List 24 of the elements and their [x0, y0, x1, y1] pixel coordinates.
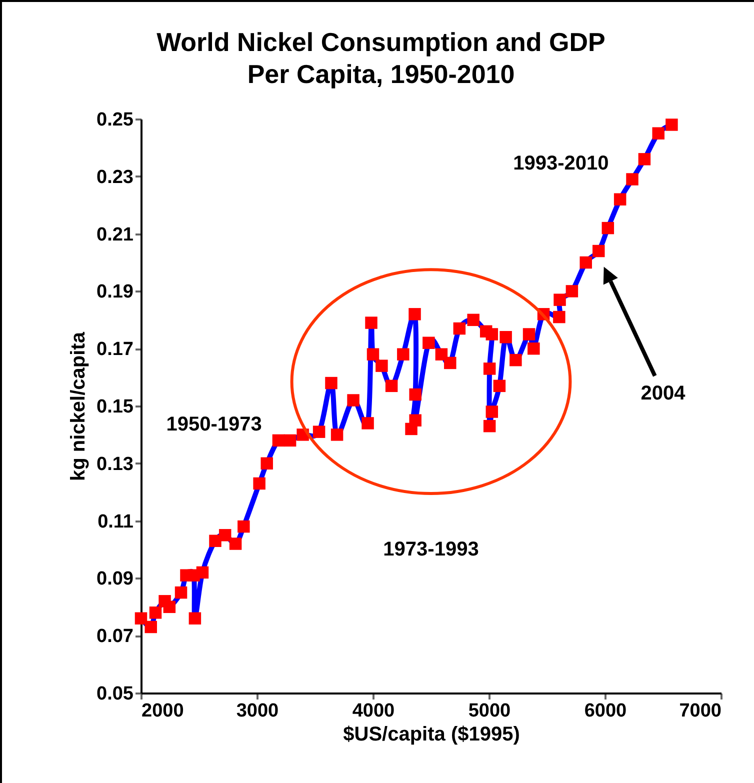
x-tick-label: 3000: [236, 700, 279, 722]
annotation: 1993-2010: [513, 152, 609, 174]
x-tick-label: 5000: [468, 700, 511, 722]
x-tick-label: 2000: [142, 700, 184, 722]
annotation: 1950-1973: [166, 414, 262, 436]
annotation: 1973-1993: [383, 538, 479, 560]
y-tick-label: 0.09: [96, 568, 134, 590]
y-tick-label: 0.19: [96, 282, 134, 303]
y-tick-label: 0.17: [96, 339, 134, 360]
x-tick-label: 6000: [584, 700, 627, 722]
y-tick-label: 0.15: [96, 396, 134, 418]
y-tick-label: 0.11: [98, 511, 134, 532]
y-tick-label: 0.05: [96, 684, 134, 704]
y-tick-label: 0.21: [96, 224, 134, 246]
y-tick-label: 0.23: [96, 166, 134, 188]
x-axis-title: $US/capita ($1995): [343, 724, 520, 746]
x-tick-label: 7000: [679, 700, 722, 722]
chart-title: World Nickel Consumption and GDP Per Capita, 1950-2010: [156, 27, 606, 89]
y-tick-label: 0.07: [96, 626, 134, 648]
y-tick-label: 0.13: [96, 454, 134, 475]
x-tick-label: 4000: [352, 700, 395, 722]
annotation: 2004: [640, 382, 686, 405]
y-axis-title: kg nickel/capita: [68, 331, 90, 481]
y-tick-label: 0.25: [96, 110, 134, 130]
